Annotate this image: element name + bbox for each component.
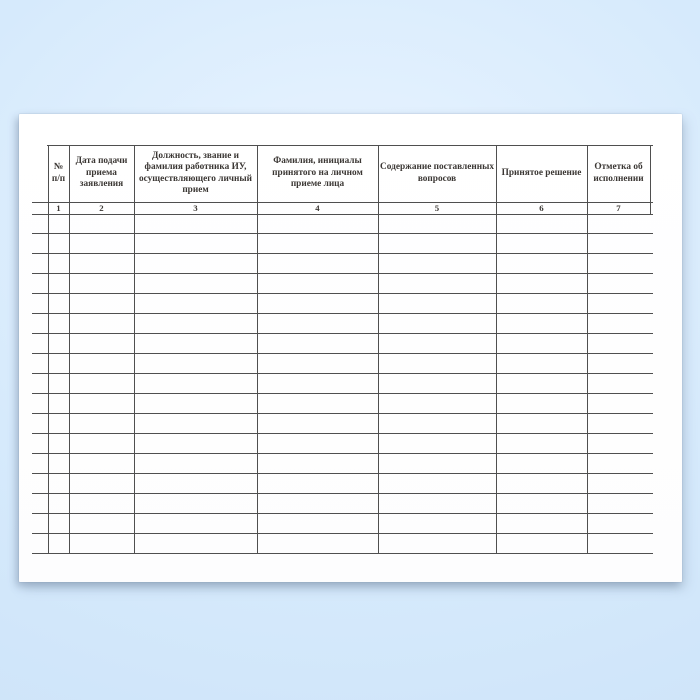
grid-vline [48,145,49,553]
grid-hline [32,273,653,275]
grid-hline [32,533,653,535]
journal-table: № п/п Дата подачи приема заявления Должн… [19,114,682,582]
grid-hline [32,213,653,215]
column-number-6: 6 [539,202,544,213]
column-header-7: Отметка об исполнении [593,162,644,184]
column-number-2: 2 [99,202,104,213]
grid-hline [32,253,653,255]
grid-hline [32,513,653,515]
column-header-2: Дата подачи приема заявления [75,156,128,190]
grid-hline [32,473,653,475]
grid-vline [496,145,497,553]
column-header-6: Принятое решение [501,167,582,178]
grid-vline [650,145,651,214]
column-number-4: 4 [315,202,320,213]
grid-hline [32,233,653,235]
grid-hline [32,202,653,203]
column-header-5: Содержание поставленных вопросов [380,162,494,184]
grid-hline [32,373,653,375]
column-header-1: № п/п [51,162,66,184]
grid-hline [32,413,653,415]
grid-vline [257,145,258,553]
column-number-5: 5 [434,202,440,213]
grid-hline [32,433,653,435]
column-header-3: Должность, звание и фамилия работника ИУ… [138,150,253,196]
grid-hline [32,313,653,315]
grid-hline [32,353,653,355]
grid-hline [32,453,653,455]
grid-hline [32,333,653,335]
grid-vline [587,145,588,553]
grid-vline [378,145,379,553]
grid-hline [47,145,653,146]
grid-vline [69,145,70,553]
column-header-4: Фамилия, инициалы принятого на личном пр… [272,156,363,190]
grid-vline [134,145,135,553]
column-number-7: 7 [616,202,621,213]
column-number-1: 1 [56,202,61,213]
grid-hline [32,393,653,395]
grid-hline [32,552,653,554]
document-sheet: № п/п Дата подачи приема заявления Должн… [19,114,682,582]
grid-hline [32,293,653,295]
grid-hline [32,493,653,495]
column-number-3: 3 [193,202,198,213]
